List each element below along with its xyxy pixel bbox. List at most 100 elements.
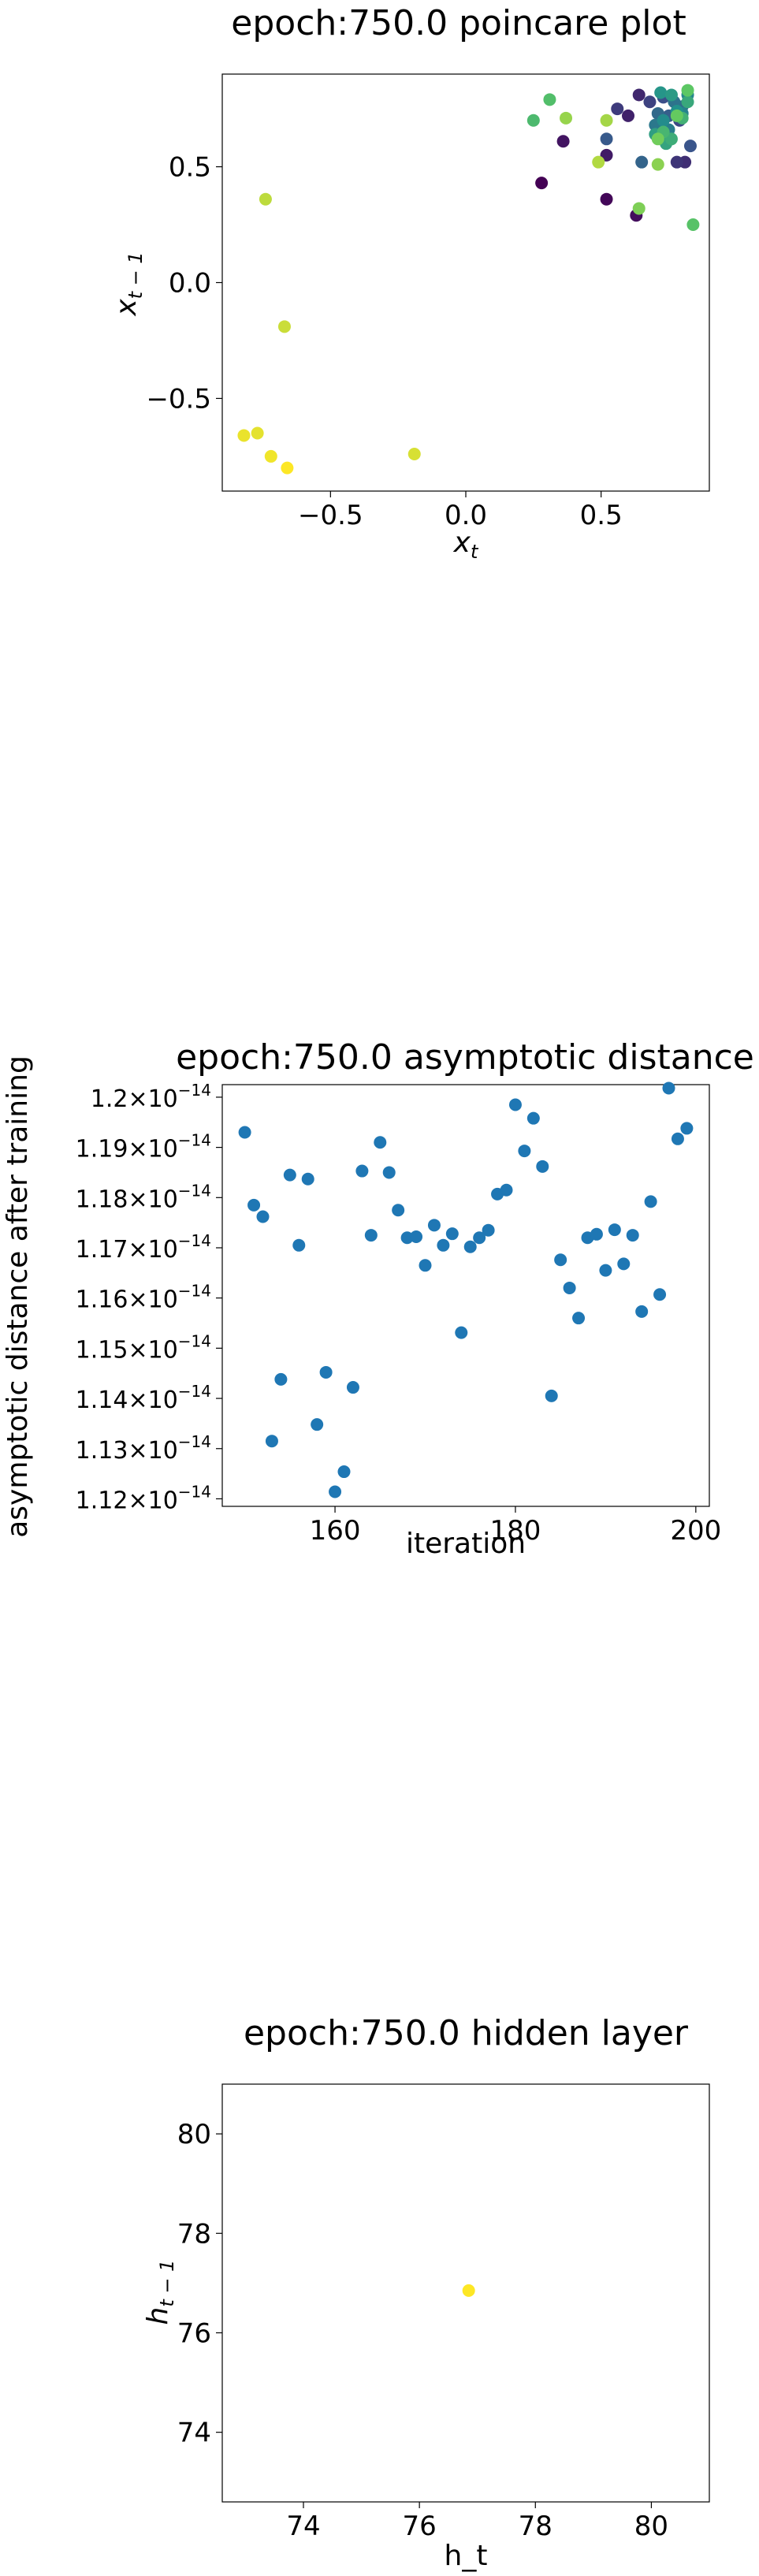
scatter-point: [681, 95, 694, 109]
x-axis-ticks: 160 180 200: [310, 1506, 721, 1547]
plot-frame: [221, 2083, 710, 2503]
scatter-point: [611, 102, 624, 116]
x-tick-label: 0.0: [445, 500, 487, 531]
scatter-point: [500, 1183, 513, 1197]
scatter-point: [600, 114, 613, 127]
scatter-point: [247, 1198, 261, 1212]
scatter-point: [686, 218, 700, 232]
scatter-point: [346, 1381, 359, 1394]
y-axis-ticks: 0.5 0.0 −0.5: [146, 152, 222, 415]
scatter-point: [482, 1223, 495, 1237]
scatter-point: [319, 1365, 333, 1379]
scatter-point: [632, 202, 646, 215]
asymptotic-distance-chart: epoch:750.0 asymptotic distance 160 180 20…: [2, 1037, 754, 1560]
scatter-point: [256, 1210, 270, 1223]
y-axis-label: asymptotic distance after training: [2, 1055, 34, 1538]
scatter-point: [600, 132, 613, 146]
scatter-point: [292, 1238, 306, 1252]
x-axis-ticks: −0.5 0.0 0.5: [298, 491, 623, 531]
scatter-point: [265, 1435, 278, 1448]
scatter-point: [536, 1160, 549, 1173]
scatter-point: [635, 155, 649, 169]
y-tick-label: 74: [177, 2418, 211, 2449]
scatter-point: [572, 1312, 586, 1325]
scatter-point: [664, 88, 678, 102]
scatter-point: [671, 1132, 684, 1145]
scatter-point: [644, 1195, 657, 1208]
scatter-point: [653, 1288, 667, 1301]
y-axis-label: xt − 1: [110, 251, 147, 316]
scatter-point: [526, 1111, 540, 1125]
scatter-point: [407, 447, 421, 460]
x-axis-label: iteration: [406, 1528, 526, 1560]
scatter-point: [626, 1229, 639, 1242]
scatter-point: [643, 95, 657, 109]
y-tick-label: 76: [177, 2317, 211, 2349]
scatter-point: [251, 426, 264, 440]
scatter-point: [462, 2284, 475, 2297]
y-tick-label: 0.5: [169, 152, 211, 184]
scatter-point: [392, 1204, 405, 1217]
chart-title: epoch:750.0 asymptotic distance: [176, 1037, 754, 1078]
scatter-point: [301, 1172, 314, 1186]
scatter-point: [651, 158, 664, 171]
x-axis-ticks: 74 76 78 80: [286, 2502, 668, 2542]
scatter-point: [473, 1231, 486, 1245]
scatter-point: [600, 192, 613, 206]
scatter-point: [535, 177, 549, 190]
chart-title: epoch:750.0 hidden layer: [244, 2013, 689, 2053]
hidden-layer-chart: epoch:750.0 hidden layer 74 76 78 80 80 78 76…: [142, 2013, 710, 2572]
scatter-point: [283, 1168, 296, 1182]
x-tick-label: 76: [403, 2511, 437, 2542]
y-axis-ticks: 80 78 76 74: [177, 2119, 222, 2449]
scatter-point: [427, 1219, 441, 1232]
scatter-point: [277, 320, 291, 333]
scatter-point: [329, 1485, 342, 1498]
scatter-point: [311, 1418, 324, 1431]
scatter-point: [635, 1305, 649, 1318]
scatter-point: [437, 1238, 450, 1252]
plot-area: −0.5 0.0 0.5 0.5 0.0 −0.5: [146, 73, 710, 531]
x-tick-label: 0.5: [580, 500, 623, 531]
scatter-point: [410, 1230, 423, 1243]
plot-area: 160 180 200 1.2×10−141.19×10−141.18×10−141…: [76, 1081, 722, 1547]
y-tick-label: 1.13×10−14: [76, 1432, 211, 1465]
x-tick-label: 74: [286, 2511, 320, 2542]
scatter-point: [563, 1281, 576, 1294]
scatter-point: [680, 1122, 694, 1135]
scatter-point: [382, 1166, 396, 1179]
y-tick-label: 1.2×10−14: [91, 1081, 211, 1113]
scatter-point: [590, 1227, 603, 1241]
scatter-point: [364, 1229, 378, 1242]
scatter-point: [617, 1257, 631, 1271]
scatter-point: [419, 1259, 432, 1272]
scatter-point: [599, 1264, 612, 1277]
scatter-point: [651, 132, 664, 146]
plot-frame: [221, 1084, 710, 1507]
scatter-point: [518, 1145, 531, 1158]
y-axis-label: ht − 1: [142, 2260, 178, 2325]
poincare-plot-chart: epoch:750.0 poincare plot −0.5 0.0 0.5 0.5…: [110, 3, 710, 563]
scatter-point: [337, 1465, 351, 1479]
x-tick-label: −0.5: [298, 500, 363, 531]
scatter-point: [274, 1372, 288, 1386]
scatter-point: [259, 192, 272, 206]
scatter-point: [560, 111, 573, 125]
scatter-point: [662, 1081, 675, 1095]
y-tick-label: 80: [177, 2119, 211, 2150]
scatter-point: [463, 1240, 477, 1253]
y-tick-label: −0.5: [146, 383, 211, 415]
y-tick-label: 1.17×10−14: [76, 1231, 211, 1264]
scatter-point: [237, 429, 251, 442]
scatter-point: [526, 114, 540, 127]
scatter-point: [657, 114, 670, 127]
scatter-point: [681, 84, 694, 97]
x-tick-label: 160: [310, 1515, 361, 1547]
y-tick-label: 1.19×10−14: [76, 1131, 211, 1163]
scatter-points: [462, 2284, 475, 2297]
y-tick-label: 1.15×10−14: [76, 1331, 211, 1364]
scatter-point: [508, 1098, 522, 1111]
scatter-point: [556, 135, 570, 148]
y-tick-label: 1.16×10−14: [76, 1282, 211, 1314]
plot-frame: [221, 73, 710, 492]
